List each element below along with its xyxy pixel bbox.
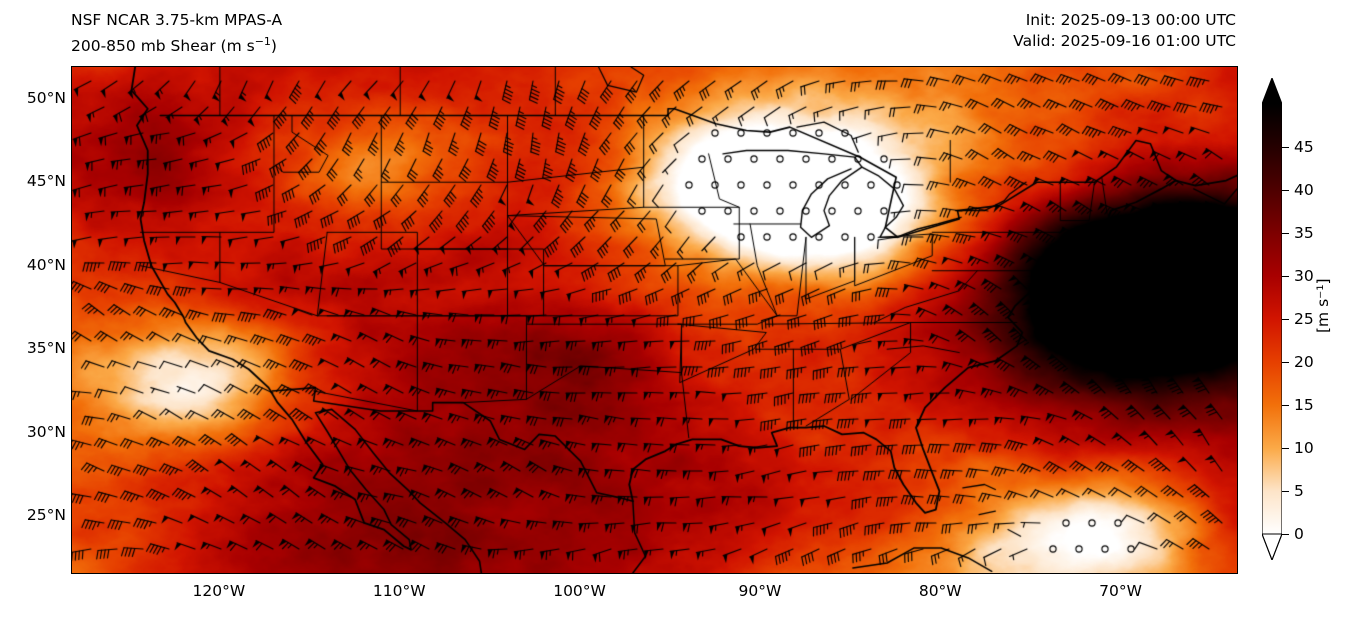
colorbar-tick-label: 30 (1294, 267, 1314, 285)
y-axis-tick-label: 25°N (26, 506, 66, 525)
colorbar-tick-label: 25 (1294, 310, 1314, 328)
y-axis-tick-label: 35°N (26, 339, 66, 358)
x-axis-tick-label: 70°W (1099, 582, 1142, 600)
colorbar-tick-mark (1282, 534, 1289, 536)
colorbar-tick-label: 20 (1294, 353, 1314, 371)
colorbar-tick-mark (1282, 491, 1289, 493)
field-title-post: ) (270, 37, 277, 56)
init-time: Init: 2025-09-13 00:00 UTC (1025, 11, 1236, 29)
x-axis-tick-label: 100°W (553, 582, 606, 600)
title-block: NSF NCAR 3.75-km MPAS-A 200-850 mb Shear… (71, 10, 282, 57)
colorbar-tick-label: 45 (1294, 138, 1314, 156)
colorbar-axis-label: [m s⁻¹] (1314, 278, 1332, 333)
timestamp-block: Init: 2025-09-13 00:00 UTC Valid: 2025-0… (1013, 10, 1236, 52)
colorbar-tick-label: 15 (1294, 396, 1314, 414)
y-axis-tick-label: 50°N (26, 88, 66, 107)
colorbar-tick-mark (1282, 319, 1289, 321)
x-axis-tick-label: 80°W (918, 582, 962, 600)
colorbar-tick-mark (1282, 233, 1289, 235)
field-title: 200-850 mb Shear (m s−1) (71, 31, 282, 57)
colorbar-tick-mark (1282, 147, 1289, 149)
y-axis-tick-label: 45°N (26, 172, 66, 191)
colorbar-tick-mark (1282, 362, 1289, 364)
wind-barb-overlay-canvas (72, 67, 1237, 573)
colorbar-gradient (1262, 78, 1282, 560)
field-title-exponent: −1 (254, 35, 271, 48)
colorbar (1262, 78, 1282, 560)
y-axis-tick-label: 40°N (26, 255, 66, 274)
colorbar-tick-label: 0 (1294, 525, 1304, 543)
x-axis-tick-label: 120°W (192, 582, 246, 600)
colorbar-tick-label: 35 (1294, 224, 1314, 242)
colorbar-tick-mark (1282, 276, 1289, 278)
valid-time: Valid: 2025-09-16 01:00 UTC (1013, 32, 1236, 50)
x-axis-tick-label: 90°W (738, 582, 782, 600)
x-axis-tick-label: 110°W (372, 582, 426, 600)
field-title-pre: 200-850 mb Shear (m s (71, 37, 255, 56)
model-title: NSF NCAR 3.75-km MPAS-A (71, 11, 283, 29)
colorbar-tick-mark (1282, 190, 1289, 192)
colorbar-tick-mark (1282, 405, 1289, 407)
map-plot-area (71, 66, 1238, 574)
y-axis-tick-label: 30°N (26, 422, 66, 441)
colorbar-tick-label: 5 (1294, 482, 1304, 500)
colorbar-tick-label: 40 (1294, 181, 1314, 199)
colorbar-tick-label: 10 (1294, 439, 1314, 457)
colorbar-tick-mark (1282, 448, 1289, 450)
